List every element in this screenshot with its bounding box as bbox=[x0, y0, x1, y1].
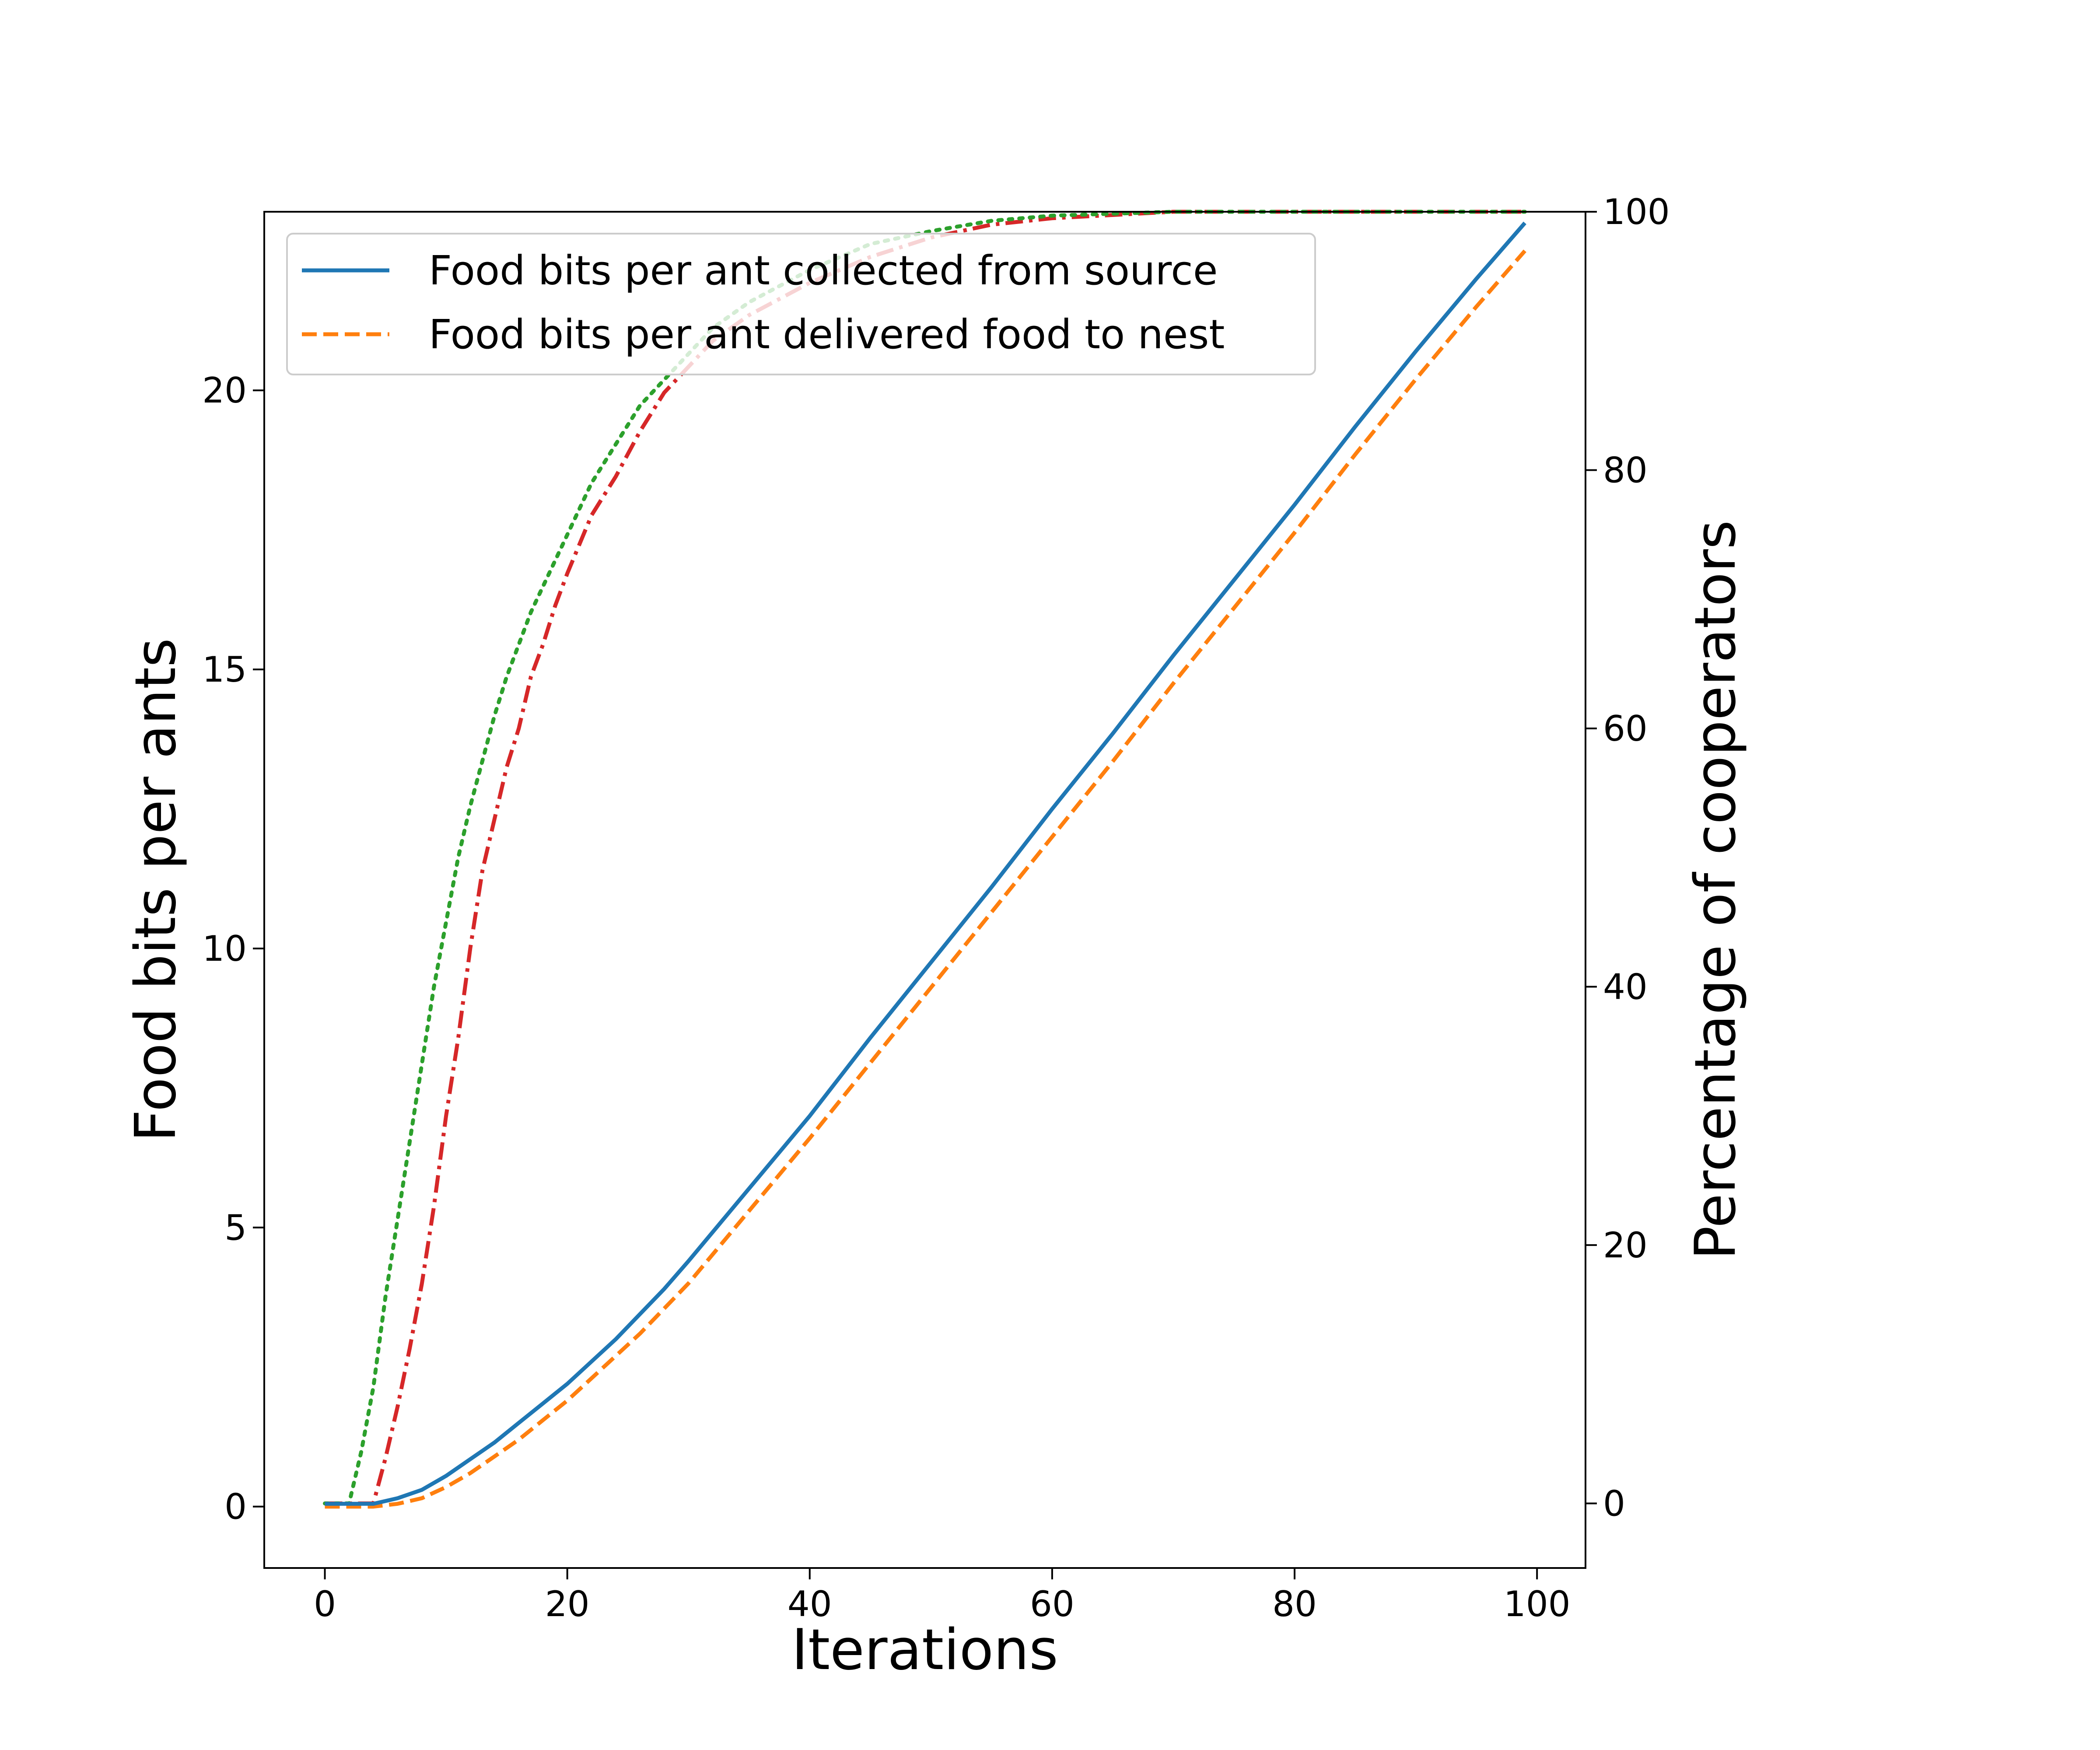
y2-tick-label: 0 bbox=[1603, 1483, 1625, 1524]
x-axis: 0 20 40 60 80 100 bbox=[314, 1568, 1571, 1624]
y2-axis-title: Percentage of cooperators bbox=[1683, 520, 1748, 1260]
y-axis-left: 0 5 10 15 20 bbox=[202, 370, 264, 1527]
y-tick-label: 15 bbox=[202, 649, 247, 690]
y2-tick-label: 80 bbox=[1603, 450, 1648, 490]
series-line-1 bbox=[325, 249, 1526, 1509]
x-tick-label: 80 bbox=[1272, 1584, 1317, 1624]
x-tick-label: 20 bbox=[545, 1584, 590, 1624]
y2-tick-label: 100 bbox=[1603, 192, 1670, 232]
y-tick-label: 0 bbox=[224, 1487, 247, 1527]
series-line-2 bbox=[325, 210, 1525, 1505]
y-tick-label: 5 bbox=[224, 1208, 247, 1248]
x-tick-label: 100 bbox=[1504, 1584, 1571, 1624]
legend-box bbox=[286, 233, 1316, 375]
legend-label-collected: Food bits per ant collected from source bbox=[429, 247, 1218, 294]
x-tick-label: 40 bbox=[788, 1584, 832, 1624]
y2-tick-label: 40 bbox=[1603, 966, 1648, 1007]
plot-frame bbox=[263, 211, 1586, 1569]
y-axis-title: Food bits per ants bbox=[123, 638, 189, 1142]
y-axis-right: 0 20 40 60 80 100 bbox=[1586, 192, 1670, 1524]
legend-label-delivered: Food bits per ant delivered food to nest bbox=[429, 311, 1225, 358]
legend: Food bits per ant collected from source … bbox=[286, 233, 1316, 375]
y2-tick-label: 20 bbox=[1603, 1225, 1648, 1266]
series-layer bbox=[323, 210, 1527, 1509]
y-tick-label: 10 bbox=[202, 928, 247, 969]
series-line-3 bbox=[323, 210, 1527, 1505]
x-tick-label: 60 bbox=[1030, 1584, 1074, 1624]
y-tick-label: 20 bbox=[202, 370, 247, 411]
x-tick-label: 0 bbox=[314, 1584, 336, 1624]
y2-tick-label: 60 bbox=[1603, 708, 1648, 749]
x-axis-title: Iterations bbox=[791, 1617, 1058, 1683]
series-line-0 bbox=[325, 221, 1526, 1506]
